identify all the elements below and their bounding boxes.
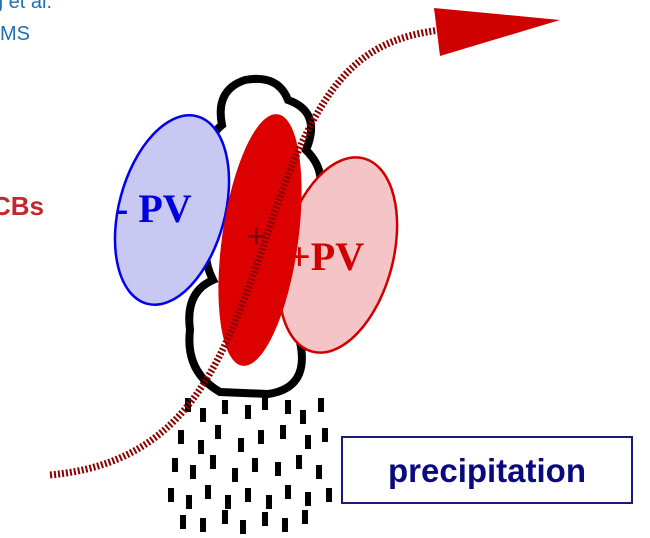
- drop: [322, 428, 328, 442]
- drop: [222, 400, 228, 414]
- drop: [198, 440, 204, 454]
- drop: [318, 398, 324, 412]
- drop: [305, 492, 311, 506]
- drop: [285, 485, 291, 499]
- drop: [205, 485, 211, 499]
- drop: [285, 400, 291, 414]
- positive-pv-label: +PV: [288, 234, 364, 279]
- drop: [210, 455, 216, 469]
- drop: [275, 462, 281, 476]
- drop: [180, 515, 186, 529]
- citation-line: MS: [0, 23, 30, 45]
- heating-label: +: [246, 216, 267, 256]
- drop: [238, 438, 244, 452]
- drop: [200, 408, 206, 422]
- drop: [262, 396, 268, 410]
- drop: [240, 520, 246, 534]
- arrow-head: [434, 8, 560, 56]
- drop: [225, 495, 231, 509]
- side-label: CBs: [0, 191, 44, 221]
- diagram: g et al. MS CBs - PV + +PV precipitation: [0, 0, 650, 538]
- drop: [326, 488, 332, 502]
- drop: [252, 458, 258, 472]
- drop: [172, 458, 178, 472]
- page: {"citation": {"line1": "g et al.", "line…: [0, 0, 650, 538]
- drop: [222, 510, 228, 524]
- drop: [178, 430, 184, 444]
- drop: [316, 465, 322, 479]
- drop: [280, 425, 286, 439]
- citation-line: g et al.: [0, 0, 52, 13]
- drop: [186, 495, 192, 509]
- drop: [262, 512, 268, 526]
- drop: [305, 435, 311, 449]
- drop: [190, 465, 196, 479]
- drop: [296, 455, 302, 469]
- drop: [282, 518, 288, 532]
- drop: [215, 425, 221, 439]
- precipitation-drops: [168, 396, 332, 534]
- drop: [245, 405, 251, 419]
- negative-pv-label: - PV: [115, 186, 192, 231]
- drop: [168, 488, 174, 502]
- drop: [258, 430, 264, 444]
- drop: [200, 518, 206, 532]
- drop: [266, 495, 272, 509]
- precipitation-label: precipitation: [388, 452, 586, 489]
- drop: [302, 510, 308, 524]
- drop: [300, 410, 306, 424]
- drop: [232, 468, 238, 482]
- drop: [245, 488, 251, 502]
